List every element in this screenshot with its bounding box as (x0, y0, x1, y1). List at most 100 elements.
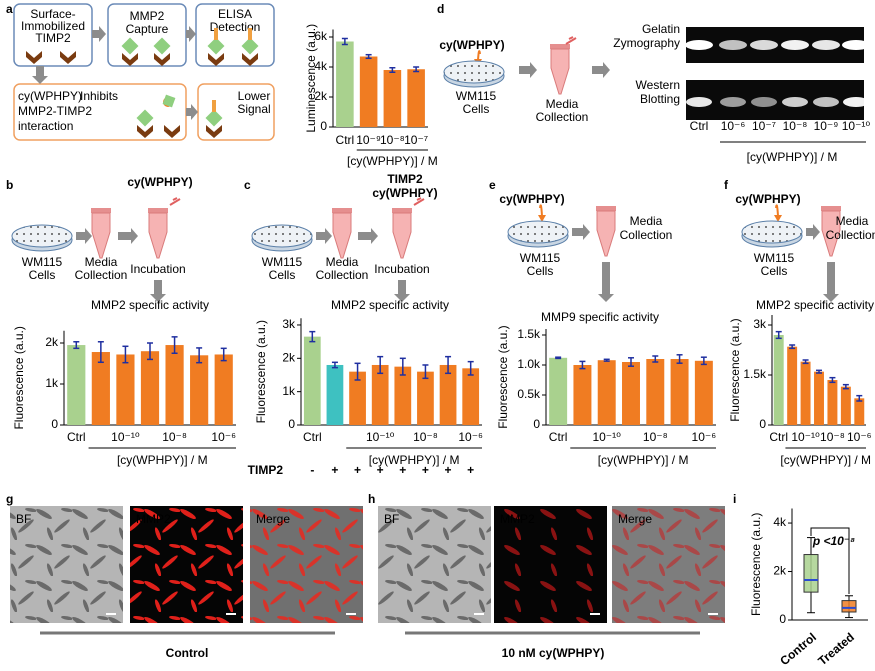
timp2-shape (26, 51, 42, 64)
bar (439, 364, 457, 425)
x-tick-label: Control (777, 630, 819, 666)
gel-band (813, 97, 839, 107)
y-tick-label: 2k (45, 335, 59, 349)
bar (622, 362, 640, 425)
label: 10 nM cy(WPHPY) (502, 646, 605, 660)
bar (646, 359, 665, 425)
error-bar (220, 347, 227, 362)
x-tick-label: 10⁻⁶ (458, 430, 483, 444)
label: Collection (620, 228, 673, 242)
box (841, 600, 857, 613)
error-bar (816, 369, 822, 374)
lane-label: 10⁻⁹ (814, 119, 839, 133)
x-tick-label: Ctrl (336, 133, 355, 147)
error-bar (628, 357, 634, 367)
label: Media (326, 255, 359, 269)
gel-band (686, 97, 712, 107)
gel-band (782, 97, 808, 107)
timp2-shape (164, 125, 180, 138)
bar (359, 56, 378, 127)
gel-band (750, 40, 778, 50)
label: Cells (463, 102, 490, 116)
dish (507, 220, 569, 244)
error-bar (775, 330, 782, 340)
bar (840, 386, 851, 425)
arrow (150, 280, 166, 302)
arrow (806, 224, 820, 240)
bar (349, 371, 366, 425)
dish (251, 224, 313, 248)
y-tick-label: 4k (314, 59, 328, 73)
error-bar (700, 356, 707, 366)
label: Incubation (374, 262, 429, 276)
timp2-sign: + (445, 463, 452, 477)
label: Media (630, 214, 663, 228)
panel-letter: a (6, 2, 13, 16)
label: Collection (75, 268, 128, 282)
timp2-sign: + (354, 463, 361, 477)
channel-label: MMP2 (136, 512, 171, 526)
bar (417, 371, 434, 425)
x-tick-label: Treated (815, 630, 857, 666)
arrow (823, 262, 839, 302)
bar (383, 70, 402, 127)
panel-letter: c (244, 178, 251, 192)
timp2-shape (122, 53, 138, 66)
timp2-sign: + (331, 463, 338, 477)
x-axis-label: [cy(WPHPY)] / M (780, 453, 871, 467)
micrograph (10, 506, 123, 623)
panel-letter: b (6, 178, 13, 192)
antibody (212, 100, 216, 112)
arrow (118, 228, 138, 244)
bar (371, 364, 389, 425)
y-tick-label: 3k (753, 317, 767, 331)
bar (394, 366, 412, 425)
label: Control (166, 646, 209, 660)
y-tick-label: 1.5k (517, 327, 541, 341)
label: WM115 (520, 251, 561, 265)
label: Collection (826, 228, 875, 242)
y-tick-label: 1k (282, 384, 296, 398)
pipette (565, 36, 577, 45)
label: Media (85, 255, 118, 269)
bar (67, 345, 86, 425)
error-bar (856, 394, 863, 402)
micrograph (612, 506, 725, 623)
error-bar (309, 330, 316, 343)
panel-letter: g (6, 492, 13, 506)
x-tick-label: 10⁻⁸ (820, 430, 845, 444)
label: cy(WPHPY) (372, 186, 437, 200)
bar (773, 335, 784, 425)
antibody (248, 28, 252, 40)
bar (549, 357, 568, 425)
x-tick-label: 10⁻⁸ (643, 430, 668, 444)
label: Capture (126, 22, 169, 36)
tube (821, 210, 841, 257)
y-tick-label: 0 (320, 119, 327, 133)
dish (443, 60, 505, 84)
y-tick-label: 0 (759, 417, 766, 431)
label: Inhibits (80, 89, 118, 103)
arrow (358, 228, 378, 244)
lane-label: Ctrl (690, 119, 709, 133)
x-tick-label: Ctrl (67, 430, 86, 444)
label: WM115 (754, 251, 795, 265)
label: TIMP2 (35, 31, 71, 45)
pipette (413, 197, 425, 206)
channel-label: Merge (256, 512, 290, 526)
label: Incubation (130, 262, 185, 276)
label: Cells (29, 268, 56, 282)
x-tick-label: 10⁻⁸ (413, 430, 438, 444)
timp2-shape (60, 51, 76, 64)
bar (787, 346, 798, 425)
timp2-shape (206, 125, 222, 138)
label: cy(WPHPY) (499, 192, 564, 206)
x-tick-label: 10⁻¹⁰ (592, 430, 621, 444)
dish (741, 220, 803, 244)
arrow (592, 62, 610, 78)
timp2-label: TIMP2 (248, 463, 284, 477)
bar (573, 365, 592, 425)
error-bar (652, 355, 659, 363)
arrow (572, 224, 590, 240)
